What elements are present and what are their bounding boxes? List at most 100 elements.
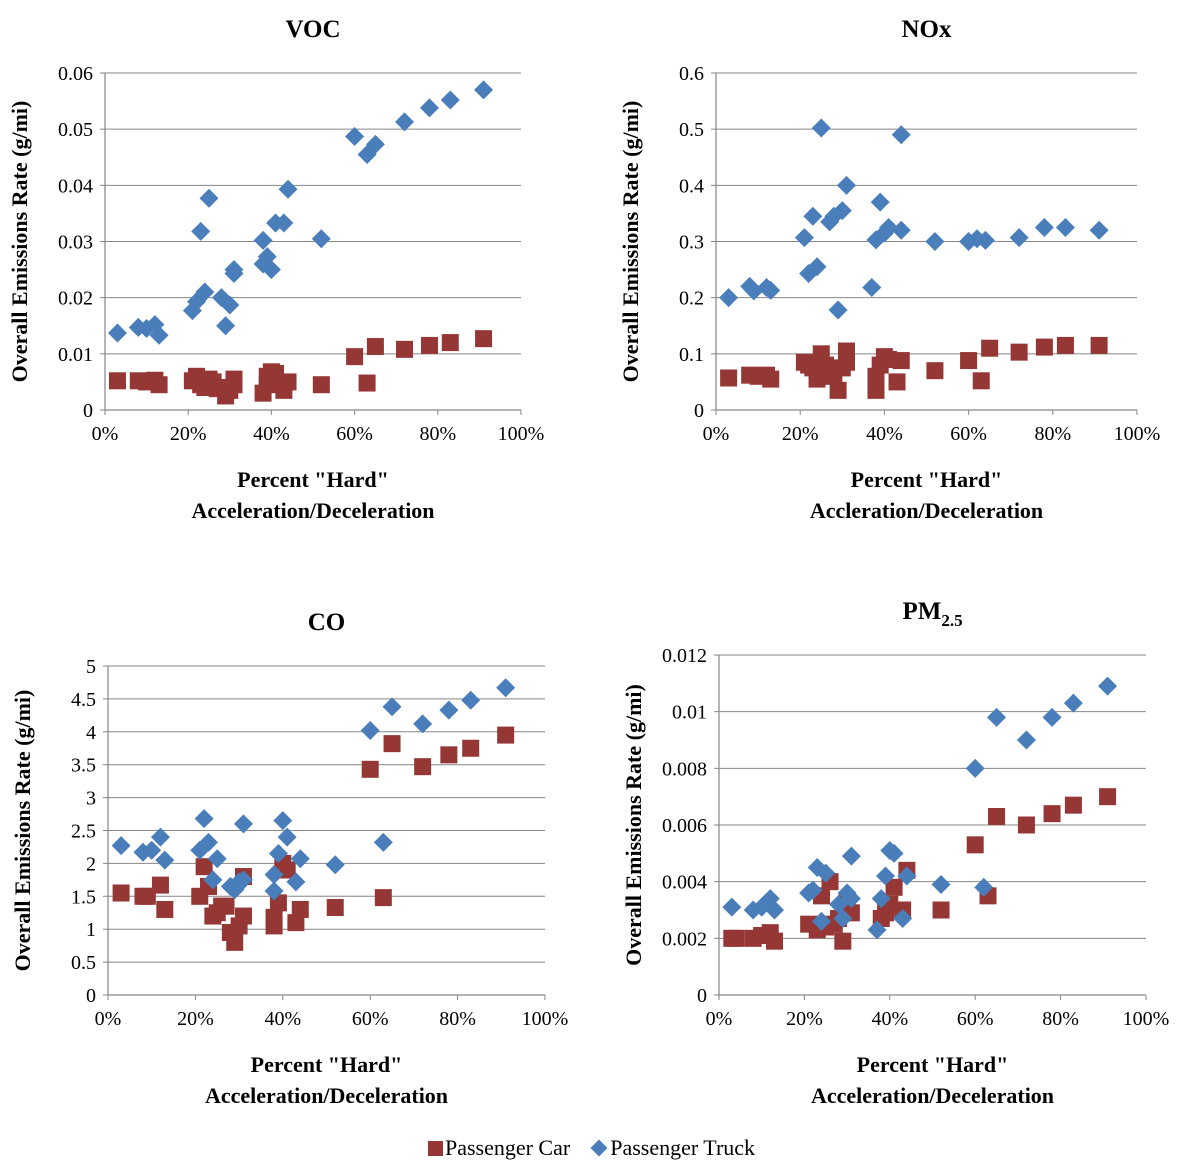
x-tick-label: 20% [177, 1008, 214, 1030]
series-passenger-truck [111, 678, 516, 901]
data-point [373, 832, 393, 852]
series-passenger-truck [719, 118, 1109, 320]
series-passenger-car [720, 336, 1108, 399]
data-point [291, 900, 309, 918]
y-tick-label: 0 [86, 985, 96, 1007]
data-point [346, 348, 364, 366]
data-point [925, 232, 945, 251]
legend-label-truck: Passenger Truck [610, 1135, 756, 1160]
chart-title: VOC [285, 16, 340, 43]
data-point [326, 898, 344, 916]
y-tick-label: 0.004 [662, 872, 707, 894]
data-point [975, 230, 995, 250]
data-point [234, 907, 252, 925]
data-point [1016, 730, 1036, 750]
y-tick-label: 0.01 [672, 702, 707, 724]
data-point [1043, 805, 1061, 823]
data-point [475, 330, 493, 348]
data-point [191, 221, 211, 241]
x-tick-label: 80% [1042, 1008, 1079, 1030]
y-tick-label: 0.002 [662, 928, 707, 950]
y-tick-label: 0.02 [58, 288, 93, 310]
data-point [862, 278, 882, 298]
x-tick-label: 100% [498, 423, 545, 445]
data-point [1056, 336, 1074, 354]
x-tick-label: 100% [1123, 1008, 1170, 1030]
x-tick-label: 80% [1034, 423, 1071, 445]
data-point [1035, 338, 1053, 356]
data-point [1089, 220, 1109, 240]
data-point [879, 217, 899, 237]
data-point [419, 98, 439, 118]
data-point [811, 118, 831, 138]
data-point [897, 866, 917, 886]
data-point [233, 870, 253, 890]
data-point [207, 849, 227, 869]
data-point [195, 858, 213, 876]
series-passenger-car [112, 726, 515, 951]
y-tick-label: 0.008 [662, 758, 707, 780]
y-tick-label: 0 [694, 400, 704, 422]
data-point [439, 700, 459, 720]
data-point [816, 863, 836, 883]
data-point [794, 228, 814, 248]
data-point [108, 372, 126, 390]
data-point [360, 720, 380, 740]
data-point [358, 374, 376, 392]
data-point [195, 282, 215, 302]
data-point [761, 280, 781, 300]
data-point [474, 80, 494, 100]
data-point [932, 901, 950, 919]
data-point [273, 811, 293, 831]
data-point [325, 855, 345, 875]
data-point [199, 188, 219, 208]
data-point [1010, 343, 1028, 361]
x-axis-label: Accleration/Deceleration [810, 498, 1043, 523]
chart-pm25: PM2.5 0 0.002 0.004 0.006 0.008 0.01 0.012 0% 20%… [621, 598, 1169, 1108]
data-point [287, 914, 305, 932]
data-point [1098, 676, 1118, 696]
x-tick-label: 40% [871, 1008, 908, 1030]
chart-voc: VOC 0 0.01 0.02 0.03 0.04 0.05 0.06 0% 20% 40% 60% 8… [7, 16, 544, 523]
data-point [1009, 228, 1029, 248]
data-point [496, 678, 516, 698]
y-tick-label: 0.6 [679, 63, 704, 85]
data-point [203, 870, 223, 890]
y-tick-label: 4.5 [71, 689, 96, 711]
y-tick-label: 0.04 [58, 175, 93, 197]
data-point [383, 735, 401, 753]
y-tick-label: 0.3 [679, 232, 704, 254]
data-point [150, 376, 168, 394]
data-point [807, 257, 827, 277]
y-tick-label: 3 [86, 788, 96, 810]
data-point [871, 889, 891, 909]
y-tick-label: 0 [697, 985, 707, 1007]
data-point [867, 920, 887, 940]
x-tick-label: 0% [703, 423, 730, 445]
legend-diamond-marker [590, 1139, 608, 1157]
y-tick-label: 5 [86, 656, 96, 678]
data-point [867, 381, 885, 399]
x-tick-label: 40% [253, 423, 290, 445]
data-point [891, 125, 911, 145]
x-tick-label: 0% [706, 1008, 733, 1030]
data-point [834, 932, 852, 950]
data-point [150, 827, 170, 847]
series-passenger-truck [107, 80, 494, 345]
x-tick-label: 60% [957, 1008, 994, 1030]
chart-title: CO [308, 609, 346, 636]
data-point [720, 369, 738, 387]
x-tick-label: 40% [264, 1008, 301, 1030]
x-axis-label: Percent "Hard" [251, 1052, 403, 1077]
data-point [888, 373, 906, 391]
x-axis-label: Acceleration/Deceleration [811, 1083, 1054, 1108]
data-point [268, 844, 288, 864]
x-tick-label: 80% [419, 423, 456, 445]
data-point [719, 288, 739, 308]
data-point [981, 339, 999, 357]
x-axis-label: Percent "Hard" [237, 467, 389, 492]
x-axis-label: Percent "Hard" [857, 1052, 1009, 1077]
chart-title: NOx [902, 16, 953, 43]
data-point [156, 900, 174, 918]
y-tick-label: 0.05 [58, 119, 93, 141]
